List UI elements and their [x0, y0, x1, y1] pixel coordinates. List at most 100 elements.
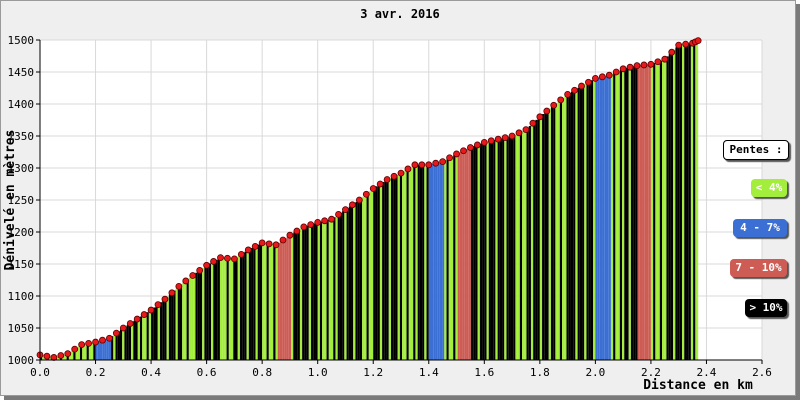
slope-bar — [146, 312, 149, 360]
slope-bar — [642, 65, 645, 360]
slope-bar — [299, 228, 303, 360]
elevation-point — [286, 231, 294, 239]
slope-bar — [359, 198, 363, 360]
elevation-point — [425, 161, 433, 169]
slope-bar — [133, 320, 136, 360]
elevation-point — [605, 71, 613, 79]
slope-bar — [193, 274, 196, 360]
slope-bar — [77, 346, 80, 360]
slope-bar — [188, 277, 192, 360]
slope-bar — [117, 331, 120, 360]
slope-bar — [495, 139, 498, 360]
slope-bar — [197, 271, 200, 360]
slope-bar — [513, 134, 516, 360]
slope-bar — [93, 342, 96, 360]
slope-bar — [339, 212, 343, 360]
slope-bar — [102, 339, 105, 360]
slope-bar — [137, 317, 140, 360]
slope-bar — [519, 131, 523, 360]
elevation-point — [147, 306, 155, 314]
slope-bar — [191, 275, 194, 360]
slope-bar — [348, 206, 352, 360]
slope-bar — [173, 290, 176, 360]
elevation-point — [612, 68, 620, 76]
slope-bar — [95, 341, 98, 360]
slope-bar — [577, 87, 580, 360]
elevation-point — [224, 254, 231, 262]
elevation-point — [182, 277, 190, 285]
slope-bar — [419, 164, 423, 360]
x-tick-label: 1.8 — [530, 366, 550, 379]
y-tick-label: 1000 — [8, 354, 35, 367]
slope-bar — [251, 247, 254, 360]
slope-bar — [73, 349, 76, 360]
slope-bar — [402, 171, 405, 360]
slope-bar — [364, 194, 367, 360]
slope-bar — [653, 63, 656, 361]
legend-item-gt10: > 10% — [745, 299, 787, 317]
slope-bar — [119, 329, 123, 360]
elevation-point — [647, 60, 655, 68]
elevation-point — [668, 48, 676, 56]
elevation-point — [515, 129, 523, 137]
slope-bar — [693, 42, 696, 360]
slope-bar — [453, 155, 456, 360]
elevation-point — [342, 206, 349, 214]
elevation-point — [133, 315, 141, 323]
slope-bar — [475, 145, 478, 360]
elevation-point — [411, 161, 419, 169]
slope-bar — [306, 225, 309, 360]
elevation-point — [161, 295, 169, 303]
slope-bar — [308, 224, 312, 360]
slope-bar — [344, 209, 347, 360]
slope-bar — [602, 76, 605, 360]
elevation-point — [335, 210, 342, 218]
slope-bar — [64, 354, 67, 360]
slope-bar — [42, 355, 45, 360]
slope-bar — [682, 44, 685, 360]
elevation-point — [140, 311, 148, 318]
slope-bar — [144, 313, 147, 360]
slope-bar — [633, 66, 636, 361]
x-tick-label: 1.6 — [474, 366, 494, 379]
slope-bar — [177, 286, 180, 360]
elevation-point — [251, 242, 259, 250]
legend-item-label: < 4% — [755, 181, 783, 194]
slope-bar — [537, 117, 540, 360]
slope-bar — [482, 142, 485, 360]
elevation-point — [300, 223, 308, 231]
slope-bar — [366, 193, 369, 360]
slope-bar — [373, 187, 376, 360]
slope-bar — [384, 180, 387, 360]
slope-bar — [622, 68, 625, 361]
slope-bar — [535, 119, 538, 360]
y-tick-label: 1500 — [8, 34, 35, 47]
slope-bar — [457, 152, 460, 360]
slope-bar — [244, 251, 247, 360]
slope-bar — [415, 164, 418, 360]
slope-bar — [382, 182, 385, 360]
slope-bar — [375, 186, 378, 360]
slope-bar — [353, 203, 356, 360]
slope-bar — [126, 325, 129, 360]
slope-bar — [473, 146, 476, 360]
slope-bar — [590, 80, 594, 361]
slope-bar — [246, 250, 249, 360]
slope-bar — [297, 229, 300, 360]
slope-bar — [439, 161, 443, 360]
slope-bar — [464, 149, 467, 360]
slope-bar — [539, 115, 543, 360]
y-tick-label: 1150 — [8, 258, 35, 271]
slope-bar — [171, 292, 174, 360]
slope-bar — [88, 343, 92, 360]
elevation-point — [279, 236, 287, 244]
slope-bar — [488, 141, 491, 360]
slope-bar — [71, 350, 74, 360]
slope-bar — [544, 112, 547, 360]
slope-bar — [391, 177, 394, 360]
slope-bar — [128, 323, 132, 360]
slope-bar — [222, 257, 225, 360]
slope-bar — [273, 244, 276, 360]
slope-bar — [168, 294, 172, 360]
slope-bar — [322, 221, 325, 360]
